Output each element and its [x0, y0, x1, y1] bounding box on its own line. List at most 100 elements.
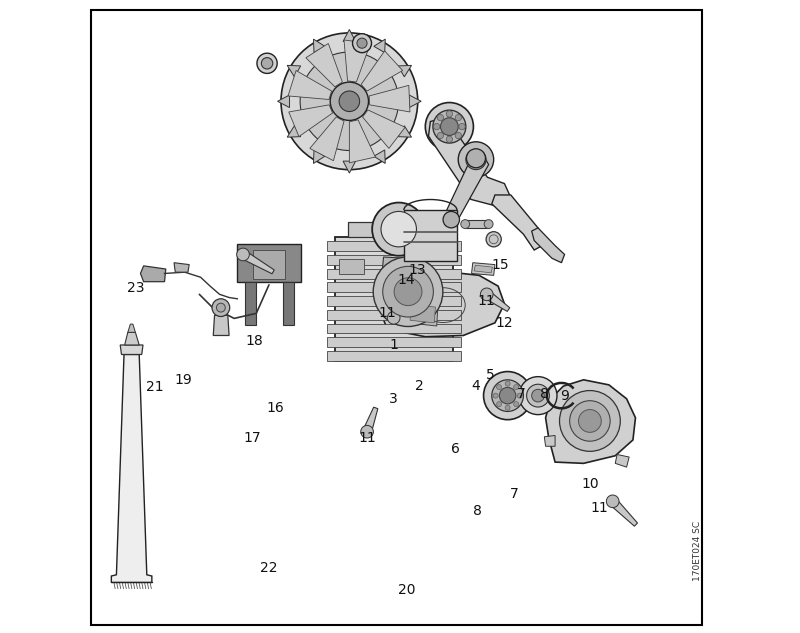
- Polygon shape: [141, 266, 166, 282]
- Circle shape: [330, 82, 369, 120]
- Circle shape: [499, 387, 516, 404]
- Text: 16: 16: [266, 401, 284, 415]
- Text: 4: 4: [471, 379, 480, 393]
- Circle shape: [438, 132, 443, 139]
- Text: 20: 20: [398, 583, 415, 597]
- Polygon shape: [326, 351, 462, 361]
- Polygon shape: [382, 271, 429, 291]
- Polygon shape: [492, 195, 546, 250]
- Circle shape: [466, 149, 486, 170]
- Circle shape: [426, 103, 474, 151]
- Text: 23: 23: [126, 281, 144, 295]
- Text: 7: 7: [517, 387, 526, 401]
- Circle shape: [433, 110, 466, 143]
- Circle shape: [262, 58, 273, 69]
- Polygon shape: [238, 244, 301, 282]
- Polygon shape: [174, 263, 190, 272]
- Polygon shape: [335, 237, 453, 361]
- Polygon shape: [326, 255, 462, 265]
- Circle shape: [446, 136, 453, 142]
- Circle shape: [357, 38, 367, 48]
- Text: 18: 18: [246, 334, 263, 348]
- Polygon shape: [429, 117, 510, 206]
- Circle shape: [483, 372, 532, 420]
- Polygon shape: [241, 251, 274, 274]
- Polygon shape: [382, 257, 426, 273]
- Circle shape: [438, 115, 443, 121]
- Polygon shape: [288, 70, 331, 99]
- Circle shape: [382, 266, 434, 317]
- Polygon shape: [306, 44, 342, 87]
- Polygon shape: [465, 220, 489, 228]
- Text: 17: 17: [244, 431, 262, 445]
- Circle shape: [372, 203, 426, 256]
- Circle shape: [441, 118, 458, 135]
- Text: 21: 21: [146, 380, 163, 394]
- Polygon shape: [363, 407, 378, 433]
- Circle shape: [257, 53, 277, 73]
- Polygon shape: [128, 324, 135, 332]
- Polygon shape: [278, 95, 290, 108]
- Circle shape: [281, 33, 418, 170]
- Text: 11: 11: [478, 294, 495, 308]
- Circle shape: [455, 132, 462, 139]
- Circle shape: [381, 211, 417, 247]
- Polygon shape: [471, 263, 495, 275]
- Circle shape: [217, 303, 226, 312]
- Polygon shape: [326, 310, 462, 320]
- Polygon shape: [287, 126, 301, 137]
- Circle shape: [514, 401, 518, 406]
- Polygon shape: [361, 51, 402, 91]
- Text: 7: 7: [510, 487, 518, 501]
- Circle shape: [446, 111, 453, 117]
- Polygon shape: [326, 241, 462, 251]
- Polygon shape: [343, 161, 356, 173]
- Polygon shape: [287, 65, 301, 77]
- Polygon shape: [610, 498, 638, 526]
- Polygon shape: [314, 39, 325, 53]
- Circle shape: [461, 220, 470, 229]
- Text: 6: 6: [451, 442, 460, 456]
- Circle shape: [517, 393, 522, 398]
- Polygon shape: [546, 380, 635, 463]
- Circle shape: [387, 311, 400, 324]
- Polygon shape: [348, 222, 440, 237]
- Polygon shape: [398, 126, 411, 137]
- Circle shape: [394, 278, 422, 306]
- Circle shape: [374, 257, 443, 327]
- Polygon shape: [532, 228, 565, 263]
- Text: 9: 9: [560, 389, 569, 403]
- Text: 14: 14: [398, 273, 415, 287]
- Polygon shape: [253, 250, 285, 279]
- Polygon shape: [310, 117, 344, 161]
- Circle shape: [492, 380, 523, 411]
- Polygon shape: [374, 150, 386, 163]
- Polygon shape: [444, 156, 489, 223]
- Text: 1: 1: [390, 338, 398, 352]
- Polygon shape: [289, 105, 333, 137]
- Polygon shape: [404, 210, 457, 261]
- Polygon shape: [125, 332, 139, 345]
- Polygon shape: [326, 323, 462, 334]
- Polygon shape: [245, 282, 256, 325]
- Text: 10: 10: [581, 477, 598, 491]
- Text: 3: 3: [390, 392, 398, 406]
- Text: 8: 8: [474, 504, 482, 518]
- Polygon shape: [326, 337, 462, 347]
- Text: 11: 11: [590, 501, 608, 515]
- Polygon shape: [283, 282, 294, 325]
- Circle shape: [466, 149, 486, 168]
- Circle shape: [532, 389, 544, 402]
- Circle shape: [484, 220, 493, 229]
- Circle shape: [570, 401, 610, 441]
- Polygon shape: [374, 39, 386, 53]
- Text: 5: 5: [486, 368, 495, 382]
- Circle shape: [505, 381, 510, 386]
- Polygon shape: [326, 296, 462, 306]
- Polygon shape: [484, 291, 510, 311]
- Text: 19: 19: [174, 373, 192, 387]
- Text: 12: 12: [496, 316, 514, 330]
- Circle shape: [361, 425, 374, 438]
- Polygon shape: [544, 436, 555, 446]
- Text: 11: 11: [358, 431, 376, 445]
